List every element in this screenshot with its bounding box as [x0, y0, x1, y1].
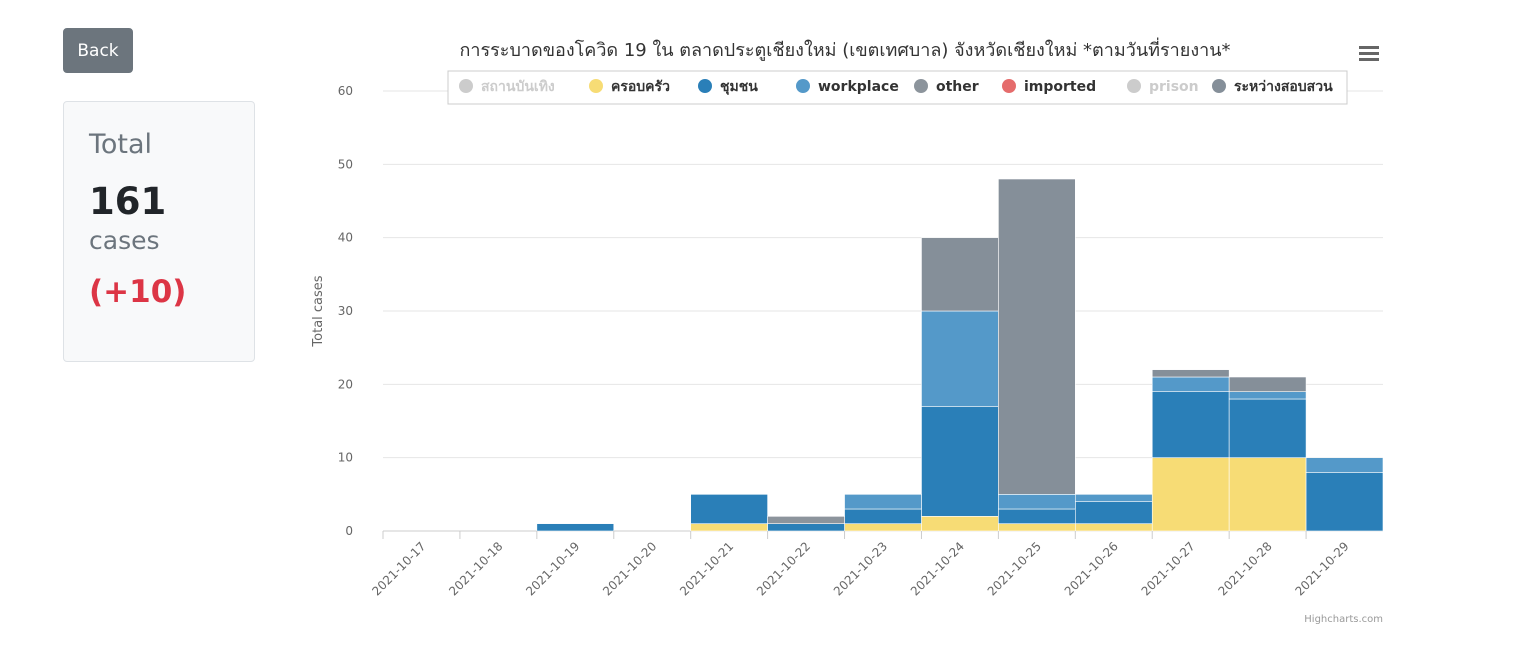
bar-segment[interactable]	[690, 494, 768, 524]
legend-item[interactable]: prison	[1127, 79, 1199, 95]
legend-symbol	[796, 79, 810, 93]
chart-menu-icon[interactable]	[1359, 46, 1379, 61]
new-cases-delta: (+10)	[89, 274, 187, 310]
legend-symbol	[459, 79, 473, 93]
y-tick-label: 20	[338, 377, 353, 391]
bar-segment[interactable]	[690, 523, 768, 532]
y-tick-label: 10	[338, 451, 353, 465]
bar-segment[interactable]	[1075, 494, 1153, 502]
bar-segment[interactable]	[921, 310, 999, 407]
x-tick-label: 2021-10-20	[600, 539, 659, 598]
x-tick-label: 2021-10-17	[369, 539, 428, 598]
bar-segment[interactable]	[1151, 391, 1230, 458]
bar-segment[interactable]	[1305, 457, 1384, 473]
total-count: 161	[89, 180, 167, 223]
cases-chart: การระบาดของโควิด 19 ใน ตลาดประตูเชียงใหม…	[311, 37, 1384, 625]
bar-segment[interactable]	[921, 516, 999, 532]
bar-segment[interactable]	[998, 523, 1076, 532]
legend-symbol	[1127, 79, 1141, 93]
x-tick-label: 2021-10-22	[754, 539, 813, 598]
legend-item[interactable]: imported	[1002, 79, 1096, 95]
legend-label: สถานบันเทิง	[481, 79, 555, 95]
bar-segment[interactable]	[844, 494, 922, 510]
bar-segment[interactable]	[767, 516, 845, 524]
back-button[interactable]: Back	[63, 28, 133, 73]
legend-item[interactable]: workplace	[796, 79, 899, 95]
total-label: Total	[89, 129, 153, 160]
legend-symbol	[1002, 79, 1016, 93]
x-tick-label: 2021-10-25	[985, 539, 1044, 598]
bar-segment[interactable]	[1075, 501, 1153, 524]
bar-segment[interactable]	[1228, 398, 1307, 458]
legend-symbol	[589, 79, 603, 93]
chart-credits[interactable]: Highcharts.com	[1304, 614, 1383, 625]
total-cases-card: Total 161 cases (+10)	[63, 101, 255, 362]
bar-segment[interactable]	[844, 523, 922, 532]
bar-segment[interactable]	[536, 523, 615, 532]
bar-segment[interactable]	[998, 178, 1076, 495]
bar-segment[interactable]	[921, 237, 999, 312]
bar-segment[interactable]	[767, 523, 845, 532]
legend-label: other	[936, 79, 979, 95]
y-tick-label: 0	[345, 524, 353, 538]
x-tick-label: 2021-10-28	[1216, 539, 1275, 598]
bar-segment[interactable]	[1228, 457, 1307, 532]
bar-segment[interactable]	[1228, 376, 1307, 392]
bar-segment[interactable]	[844, 508, 922, 524]
legend-label: prison	[1149, 79, 1199, 95]
legend-item[interactable]: ชุมชน	[698, 79, 758, 95]
x-tick-label: 2021-10-19	[523, 539, 582, 598]
bar-segment[interactable]	[1228, 391, 1307, 400]
bar-segment[interactable]	[1151, 369, 1230, 378]
legend-label: ชุมชน	[720, 79, 758, 95]
legend-label: ครอบครัว	[611, 79, 670, 95]
x-tick-label: 2021-10-27	[1139, 539, 1198, 598]
y-tick-label: 60	[338, 84, 353, 98]
x-tick-label: 2021-10-18	[446, 539, 505, 598]
bar-segment[interactable]	[998, 508, 1076, 524]
y-tick-label: 40	[338, 231, 353, 245]
legend-symbol	[698, 79, 712, 93]
legend-label: ระหว่างสอบสวน	[1234, 79, 1333, 95]
legend-symbol	[1212, 79, 1226, 93]
legend-item[interactable]: ระหว่างสอบสวน	[1212, 79, 1333, 95]
bar-segment[interactable]	[1151, 376, 1230, 392]
legend-item[interactable]: ครอบครัว	[589, 79, 670, 95]
legend-item[interactable]: สถานบันเทิง	[459, 79, 555, 95]
legend-item[interactable]: other	[914, 79, 979, 95]
x-tick-label: 2021-10-23	[831, 539, 890, 598]
bar-segment[interactable]	[998, 494, 1076, 510]
x-tick-label: 2021-10-29	[1292, 539, 1351, 598]
y-axis-label: Total cases	[311, 275, 326, 347]
y-tick-label: 30	[338, 304, 353, 318]
x-tick-label: 2021-10-24	[908, 539, 967, 598]
legend-label: imported	[1024, 79, 1096, 95]
bar-segment[interactable]	[1075, 523, 1153, 532]
chart-title: การระบาดของโควิด 19 ใน ตลาดประตูเชียงใหม…	[459, 37, 1230, 61]
y-tick-label: 50	[338, 157, 353, 171]
legend-symbol	[914, 79, 928, 93]
cases-unit-label: cases	[89, 226, 160, 255]
bar-segment[interactable]	[1151, 457, 1230, 532]
x-tick-label: 2021-10-26	[1062, 539, 1121, 598]
bar-segment[interactable]	[1305, 472, 1384, 532]
bar-segment[interactable]	[921, 406, 999, 517]
x-tick-label: 2021-10-21	[677, 539, 736, 598]
legend-label: workplace	[818, 79, 899, 95]
